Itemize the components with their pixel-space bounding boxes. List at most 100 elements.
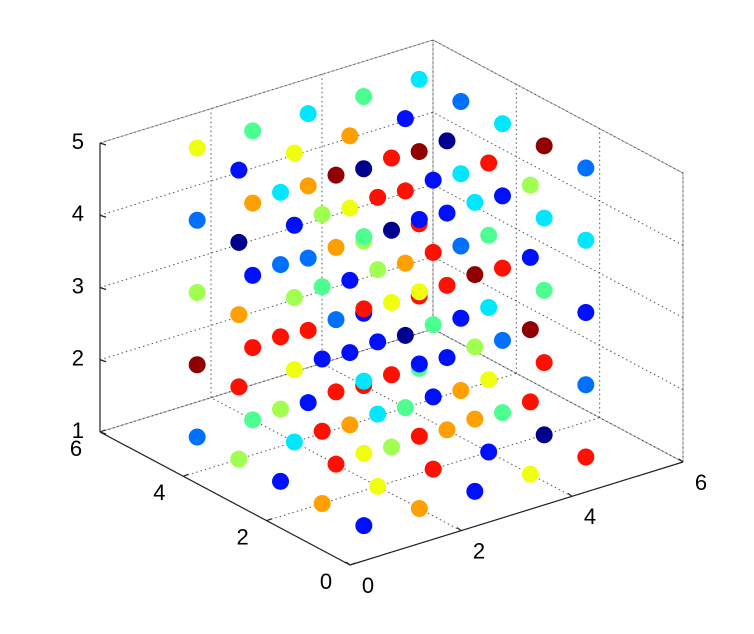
box-edge xyxy=(99,39,434,144)
point xyxy=(327,455,345,473)
point xyxy=(396,110,414,128)
point xyxy=(383,221,400,239)
point xyxy=(299,394,317,412)
point xyxy=(577,304,595,321)
z-tick-label: 3 xyxy=(72,273,84,298)
point xyxy=(480,154,498,172)
point xyxy=(396,182,414,200)
point xyxy=(383,438,400,456)
point xyxy=(535,426,553,444)
point xyxy=(230,378,248,396)
point xyxy=(244,339,262,357)
point xyxy=(521,393,539,411)
z-tick xyxy=(99,286,107,291)
point xyxy=(230,306,248,324)
point xyxy=(285,216,303,234)
point xyxy=(355,444,373,462)
point xyxy=(313,350,331,368)
point xyxy=(577,231,595,249)
point xyxy=(313,495,331,512)
point xyxy=(383,294,400,311)
point xyxy=(244,411,262,429)
x-tick xyxy=(678,458,684,463)
point xyxy=(410,143,428,161)
point xyxy=(438,204,456,222)
point xyxy=(466,338,484,356)
z-tick-label: 2 xyxy=(72,346,84,371)
point xyxy=(535,281,553,299)
z-tick xyxy=(99,142,107,146)
point xyxy=(521,176,539,194)
z-tick xyxy=(99,359,107,363)
point xyxy=(521,465,539,483)
point xyxy=(327,383,345,401)
point xyxy=(272,183,289,201)
point xyxy=(355,372,373,390)
point xyxy=(480,226,498,244)
point xyxy=(244,266,262,284)
point xyxy=(299,249,317,267)
point xyxy=(452,237,470,255)
point xyxy=(494,331,511,349)
point xyxy=(355,517,373,535)
point xyxy=(383,366,400,384)
point xyxy=(369,261,387,279)
point xyxy=(410,427,428,445)
z-tick-label: 1 xyxy=(72,418,84,443)
box-edge xyxy=(432,39,684,174)
x-tick-label: 4 xyxy=(584,504,596,529)
point xyxy=(369,333,387,351)
point xyxy=(355,160,373,178)
point xyxy=(438,132,456,150)
point xyxy=(466,266,484,284)
y-tick-label: 2 xyxy=(237,524,249,549)
point xyxy=(535,354,553,372)
point xyxy=(188,211,206,229)
y-tick xyxy=(349,562,356,566)
x-tick-label: 0 xyxy=(362,573,374,598)
point xyxy=(466,410,484,428)
point xyxy=(369,405,387,423)
point xyxy=(466,482,484,500)
point xyxy=(424,460,442,478)
point xyxy=(244,122,262,140)
point xyxy=(494,259,511,277)
point xyxy=(341,271,359,289)
point xyxy=(521,321,539,339)
point xyxy=(327,238,345,256)
point xyxy=(327,166,345,184)
point xyxy=(188,284,206,301)
z-tick-label: 4 xyxy=(72,201,84,226)
point xyxy=(535,209,553,227)
point xyxy=(577,159,595,177)
y-tick-label: 0 xyxy=(320,569,332,594)
point xyxy=(410,355,428,373)
x-axis xyxy=(349,461,684,566)
point xyxy=(383,149,400,167)
point xyxy=(272,256,289,274)
point xyxy=(494,115,511,133)
y-tick-label: 6 xyxy=(70,436,82,461)
point xyxy=(341,127,359,145)
point xyxy=(313,278,331,296)
point xyxy=(369,477,387,495)
point xyxy=(452,309,470,327)
x-tick xyxy=(456,527,462,532)
point xyxy=(341,416,359,434)
point xyxy=(535,137,553,155)
point xyxy=(424,171,442,189)
point xyxy=(285,433,303,451)
point xyxy=(355,228,373,246)
point xyxy=(299,321,317,339)
point xyxy=(410,283,428,301)
y-tick xyxy=(183,473,189,477)
point xyxy=(272,328,289,346)
point xyxy=(396,254,414,272)
point xyxy=(577,448,595,466)
point xyxy=(452,165,470,183)
point xyxy=(285,144,303,162)
point xyxy=(577,376,595,394)
point xyxy=(410,70,428,88)
point xyxy=(313,206,331,223)
point xyxy=(410,211,428,228)
